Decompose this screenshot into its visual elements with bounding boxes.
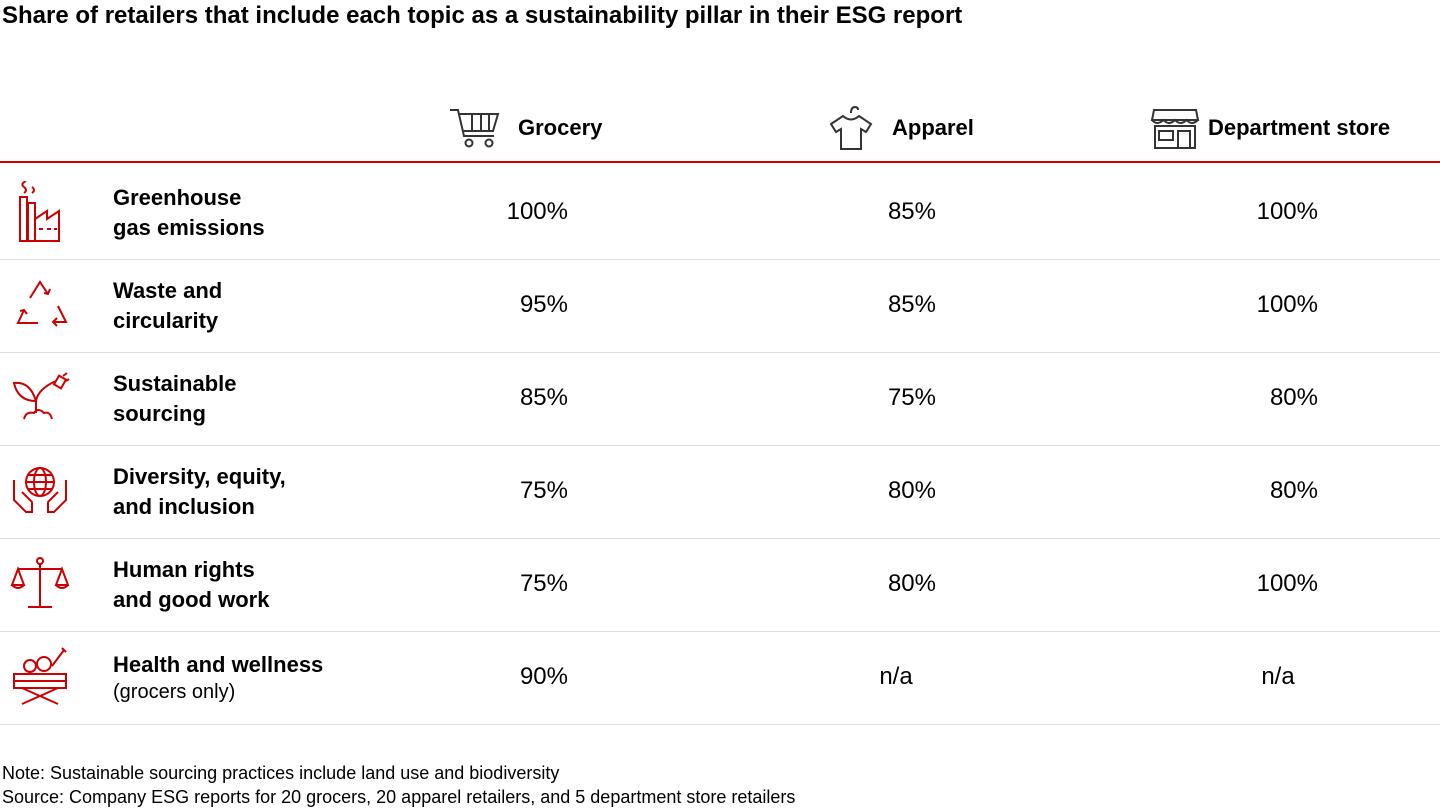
table-row: Greenhouse gas emissions 100% 85% 100%	[0, 167, 1440, 260]
column-header-apparel: Apparel	[828, 103, 974, 153]
value-cell: 75%	[519, 570, 568, 597]
row-label-line: Greenhouse	[113, 185, 242, 210]
value-cell: 90%	[519, 663, 568, 690]
column-header-label: Apparel	[892, 115, 974, 140]
row-label-line: Diversity, equity,	[113, 464, 286, 489]
storefront-icon	[1150, 106, 1200, 150]
value-cell: 80%	[1269, 477, 1318, 504]
note-text: Note: Sustainable sourcing practices inc…	[2, 763, 560, 783]
source-text: Source: Company ESG reports for 20 groce…	[2, 787, 796, 807]
row-label: Waste and circularity	[113, 276, 413, 336]
row-label-line: Health and wellness	[113, 652, 324, 677]
row-sublabel: (grocers only)	[113, 681, 236, 703]
row-label-line: Waste and	[113, 278, 223, 303]
row-label: Human rights and good work	[113, 555, 413, 615]
hands-globe-icon	[10, 460, 70, 522]
column-header-department-store: Department store	[1150, 103, 1390, 153]
value-cell: 85%	[887, 198, 936, 225]
row-label-line: and good work	[113, 587, 270, 612]
value-cell: 80%	[1269, 384, 1318, 411]
row-label: Health and wellness (grocers only)	[113, 650, 413, 704]
produce-crate-icon	[10, 646, 70, 708]
row-label-line: and inclusion	[113, 494, 255, 519]
table-row: Diversity, equity, and inclusion 75% 80% 80%	[0, 446, 1440, 539]
table-row: Waste and circularity 95% 85% 100%	[0, 260, 1440, 353]
row-label-line: Human rights	[113, 557, 255, 582]
value-cell: n/a	[1261, 663, 1295, 690]
row-label-line: circularity	[113, 308, 219, 333]
factory-icon	[10, 181, 70, 243]
value-cell: 80%	[887, 570, 936, 597]
table-row: Human rights and good work 75% 80% 100%	[0, 539, 1440, 632]
value-cell: 100%	[1256, 291, 1318, 318]
value-cell: 80%	[887, 477, 936, 504]
shopping-cart-icon	[448, 106, 502, 150]
column-header-label: Department store	[1208, 115, 1391, 140]
value-cell: n/a	[879, 663, 913, 690]
row-label-line: gas emissions	[113, 215, 265, 240]
table-row: Health and wellness (grocers only) 90% n/a n…	[0, 632, 1440, 725]
value-cell: 100%	[1256, 570, 1318, 597]
recycle-icon	[10, 274, 70, 336]
row-label-line: sourcing	[113, 401, 206, 426]
column-header-label: Grocery	[518, 115, 603, 140]
value-cell: 85%	[887, 291, 936, 318]
value-cell: 100%	[506, 198, 568, 225]
column-header-grocery: Grocery	[448, 103, 602, 153]
value-cell: 75%	[519, 477, 568, 504]
plant-plug-icon	[10, 367, 70, 429]
header-rule	[0, 161, 1440, 163]
table-row: Sustainable sourcing 85% 75% 80%	[0, 353, 1440, 446]
value-cell: 85%	[519, 384, 568, 411]
row-label: Sustainable sourcing	[113, 369, 413, 429]
scales-icon	[10, 553, 70, 615]
row-label: Greenhouse gas emissions	[113, 183, 413, 243]
chart-title: Share of retailers that include each top…	[2, 2, 963, 29]
value-cell: 95%	[519, 291, 568, 318]
row-label: Diversity, equity, and inclusion	[113, 462, 413, 522]
tshirt-hanger-icon	[828, 104, 874, 152]
value-cell: 100%	[1256, 198, 1318, 225]
row-label-line: Sustainable	[113, 371, 237, 396]
value-cell: 75%	[887, 384, 936, 411]
